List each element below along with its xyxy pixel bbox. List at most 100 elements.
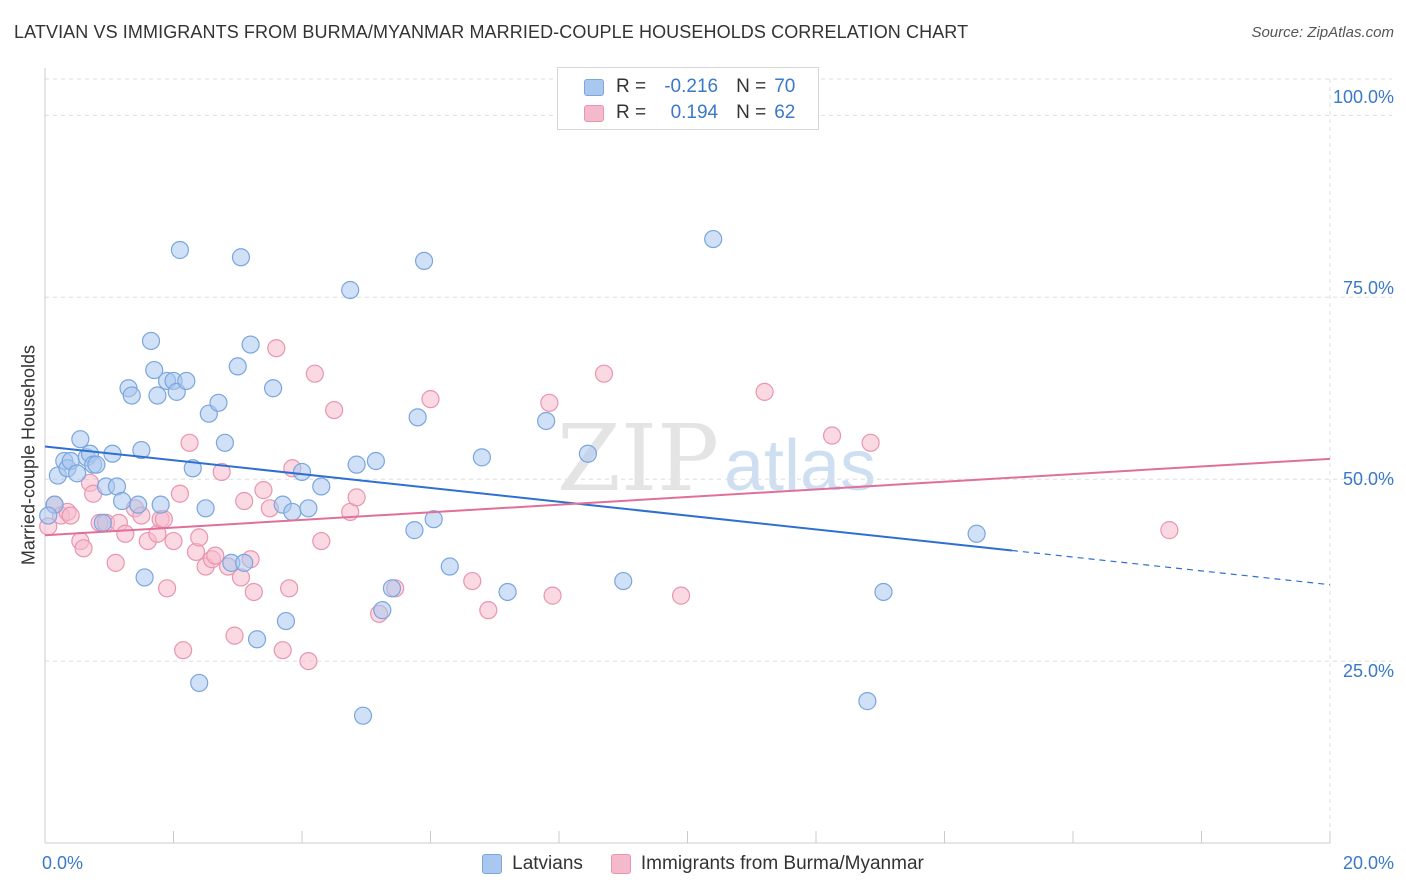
legend-swatch-burma [610,854,631,874]
burma-point [280,579,299,598]
legend-item-latvians: Latvians [482,853,583,875]
legend-n-value: 62 [774,102,796,123]
latvian-point [132,440,151,460]
chart-title: LATVIAN VS IMMIGRANTS FROM BURMA/MYANMAR… [14,22,969,42]
latvian-point [247,630,267,649]
latvian-point [347,455,366,474]
latvian-point [68,464,87,483]
latvian-trend-line-extension [1011,549,1331,586]
burma-point [254,481,273,500]
latvian-point [472,448,491,467]
burma-point [116,524,135,543]
legend-n-value: 70 [774,76,796,97]
burma-point [106,553,125,572]
legend-r-value: 0.194 [670,102,719,123]
latvian-point [235,553,254,572]
burma-point [463,571,482,591]
burma-point [225,626,244,645]
y-tick-label: 100.0% [1332,87,1394,107]
latvian-point [312,477,331,496]
burma-point [540,393,559,412]
y-tick-label: 25.0% [1342,661,1394,681]
latvian-point [967,524,986,543]
latvian-point [537,411,556,431]
legend-r-label: R = [616,102,647,123]
latvian-point [440,557,459,576]
burma-point [325,400,344,420]
latvian-point [122,386,141,405]
axes [44,68,1331,844]
burma-point [671,586,691,605]
burma-point [861,433,880,452]
legend-n-label: N = [736,102,767,123]
latvian-point [196,499,215,518]
burma-point [273,641,292,660]
latvian-point [578,444,598,463]
latvian-point [39,506,58,525]
burma-point [299,651,318,671]
legend-swatch-latvians [482,854,503,874]
burma-point [1160,521,1179,540]
latvian-point [129,495,148,514]
latvian-point [183,459,202,478]
data-points [39,229,1179,725]
burma-point [543,586,562,605]
y-tick-label: 75.0% [1342,278,1394,298]
latvian-point [299,499,318,518]
latvian-point [292,462,312,482]
burma-point [755,382,774,401]
burma-point [157,579,177,598]
x-tick-label: 20.0% [1342,853,1394,873]
latvian-point [135,568,154,587]
y-tick-label: 50.0% [1342,469,1394,489]
latvian-point [366,451,385,471]
burma-point [421,390,440,409]
burma-point [244,582,263,602]
burma-point [347,488,366,507]
source-label: Source: ZipAtlas.com [1251,24,1394,41]
series-legend: Latvians Immigrants from Burma/Myanmar [0,851,1406,877]
legend-r-value: -0.216 [664,76,719,97]
latvian-point [112,491,132,511]
legend-row-burma: R = 0.194 N = 62 [584,101,795,125]
latvian-point [874,582,893,602]
burma-point [61,506,80,525]
latvian-point [141,331,161,351]
latvian-point [93,513,112,532]
latvian-point [145,360,164,380]
legend-label-latvians: Latvians [512,853,583,874]
latvian-point [177,371,196,391]
burma-point [267,339,286,358]
latvian-point [283,502,302,522]
latvian-point [151,495,170,514]
latvian-point [382,579,402,598]
latvian-point [170,240,190,260]
legend-swatch-latvians [584,78,604,96]
burma-point [305,364,324,383]
burma-trend-line [44,457,1331,537]
legend-r-label: R = [616,76,647,97]
burma-point [180,433,199,452]
latvian-point [405,521,424,540]
latvian-point [228,357,247,376]
burma-point [312,531,331,551]
latvian-point [341,280,360,300]
y-axis-title: Married-couple Households [18,344,39,566]
burma-point [212,462,231,482]
latvian-point [241,335,260,354]
legend-swatch-burma [584,104,604,122]
burma-point [170,484,190,503]
x-tick-label: 0.0% [42,853,84,873]
latvian-point [498,582,517,602]
burma-point [174,641,193,660]
latvian-point [353,706,373,725]
correlation-legend: R = -0.216 N = 70 R = 0.194 N = 62 [557,67,819,130]
latvian-point [424,510,443,529]
latvian-point [263,379,283,398]
burma-point [206,546,225,565]
latvian-point [190,673,209,693]
latvian-point [276,611,296,631]
burma-point [235,491,254,511]
burma-point [190,528,209,547]
